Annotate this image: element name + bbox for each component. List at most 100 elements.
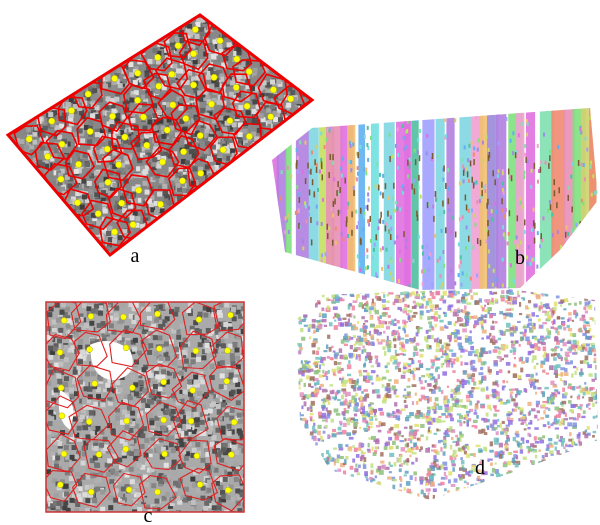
point	[415, 108, 418, 113]
texture	[59, 115, 65, 121]
texture	[101, 221, 107, 227]
texture	[229, 415, 235, 421]
point	[596, 190, 598, 195]
point	[462, 164, 465, 169]
texture	[46, 132, 52, 138]
texture	[58, 361, 64, 367]
point	[427, 268, 430, 273]
texture	[158, 478, 164, 484]
point	[370, 135, 373, 140]
point	[546, 444, 550, 449]
point	[272, 179, 275, 184]
point	[332, 213, 335, 218]
texture	[277, 81, 283, 87]
point	[463, 145, 466, 150]
point	[366, 143, 369, 148]
texture	[165, 322, 171, 328]
texture	[204, 164, 210, 170]
texture	[109, 187, 115, 193]
tree-top	[122, 445, 129, 453]
tree-top	[169, 101, 177, 109]
point	[567, 231, 570, 236]
texture	[271, 106, 277, 112]
trunk-point	[418, 155, 421, 162]
point	[431, 406, 436, 410]
texture	[136, 103, 142, 109]
texture	[121, 453, 127, 459]
texture	[175, 417, 181, 423]
point	[383, 446, 388, 451]
texture	[60, 186, 66, 192]
crown-boundary	[172, 400, 209, 439]
texture	[204, 119, 210, 125]
texture	[283, 95, 289, 101]
point	[590, 192, 593, 197]
texture	[199, 122, 205, 128]
texture	[216, 69, 222, 75]
texture	[236, 412, 242, 418]
texture	[140, 302, 146, 308]
texture	[286, 102, 292, 108]
texture	[194, 328, 200, 334]
texture	[187, 311, 193, 317]
point	[507, 231, 510, 236]
point	[490, 325, 495, 331]
tree-segment	[589, 108, 597, 290]
point	[527, 245, 530, 250]
texture	[68, 359, 74, 365]
point	[382, 397, 388, 401]
texture	[117, 83, 123, 89]
point	[503, 354, 509, 358]
point	[519, 409, 524, 414]
texture	[191, 447, 197, 453]
point	[526, 340, 531, 345]
point	[440, 285, 443, 290]
texture	[84, 323, 90, 329]
point	[531, 408, 536, 412]
texture	[89, 173, 95, 179]
texture	[206, 385, 212, 391]
texture	[232, 95, 238, 101]
point	[494, 201, 497, 206]
point	[453, 395, 457, 401]
point	[519, 449, 524, 454]
point	[336, 454, 341, 459]
point	[403, 307, 408, 311]
texture	[113, 488, 119, 494]
texture	[243, 140, 249, 146]
tree-top	[139, 113, 147, 121]
texture	[227, 139, 233, 145]
texture	[246, 118, 252, 124]
point	[377, 491, 383, 496]
texture	[100, 468, 106, 474]
point	[336, 476, 342, 481]
texture	[160, 125, 166, 131]
point	[509, 349, 513, 353]
point	[451, 397, 455, 401]
point	[302, 417, 307, 422]
point	[347, 201, 350, 206]
point	[520, 234, 523, 239]
texture	[233, 126, 239, 132]
texture	[268, 93, 274, 99]
point	[577, 413, 581, 418]
texture	[157, 78, 163, 84]
texture	[156, 50, 162, 56]
texture	[79, 414, 85, 420]
trunk-point	[414, 159, 417, 166]
texture	[46, 495, 52, 501]
point	[422, 295, 426, 298]
point	[444, 359, 448, 363]
point	[493, 405, 497, 410]
point	[329, 476, 334, 480]
point	[325, 389, 329, 393]
point	[487, 310, 490, 315]
point	[318, 374, 324, 378]
texture	[258, 113, 264, 119]
texture	[198, 376, 204, 382]
point	[353, 315, 356, 319]
point	[462, 179, 465, 184]
point	[314, 144, 317, 149]
texture	[219, 73, 225, 79]
point	[500, 431, 504, 435]
